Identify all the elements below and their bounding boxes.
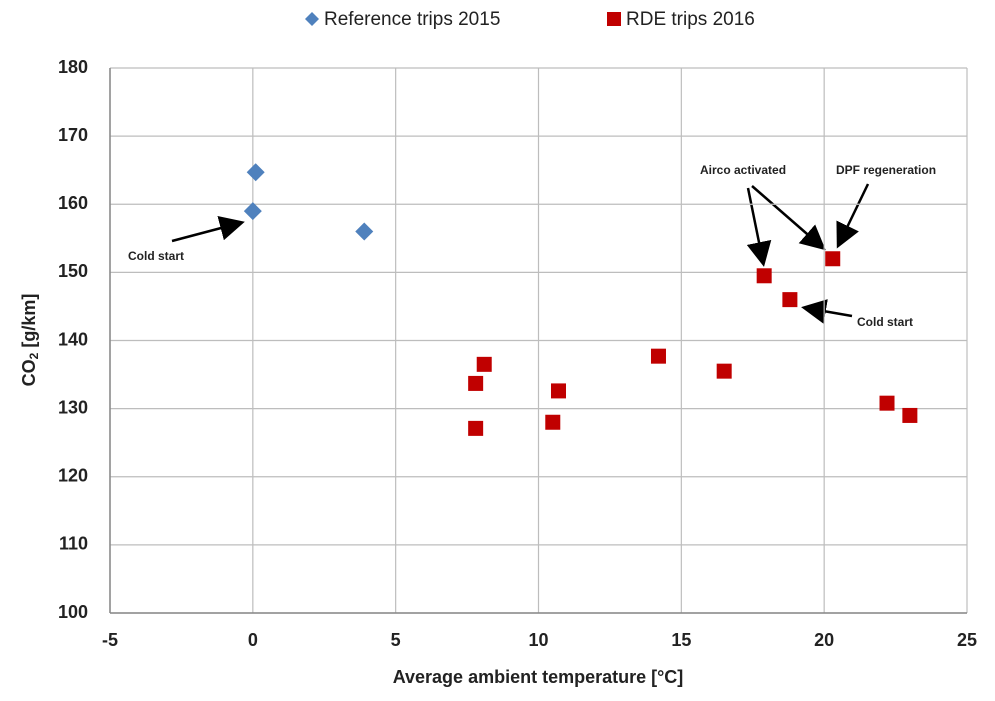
y-tick-label: 110 <box>59 534 88 554</box>
point <box>545 414 561 430</box>
y-tick-label: 140 <box>58 329 88 349</box>
point <box>782 292 798 308</box>
legend-marker <box>607 12 621 26</box>
point <box>246 163 265 182</box>
arrow <box>171 216 245 243</box>
x-tick-label: 10 <box>528 630 548 650</box>
y-tick-label: 170 <box>58 125 88 145</box>
y-tick-label: 130 <box>58 397 88 417</box>
point <box>468 420 484 436</box>
legend-label: RDE trips 2016 <box>626 9 755 30</box>
y-tick-label: 120 <box>58 466 88 486</box>
point <box>650 348 666 364</box>
x-tick-label: 20 <box>814 630 834 650</box>
point <box>825 251 841 267</box>
arrow <box>836 183 870 249</box>
annotation: Cold start <box>128 249 184 263</box>
arrow <box>746 187 772 267</box>
point <box>243 202 262 221</box>
y-axis-label: CO2 [g/km] <box>19 294 41 387</box>
point <box>902 407 918 423</box>
annotation: Cold start <box>857 315 913 329</box>
y-tick-label: 150 <box>58 261 88 281</box>
point <box>716 363 732 379</box>
y-label-sub: 2 <box>27 352 41 359</box>
point <box>756 268 772 284</box>
arrow <box>751 185 826 251</box>
x-tick-label: 0 <box>248 630 258 650</box>
x-tick-label: 25 <box>957 630 977 650</box>
annotation: DPF regeneration <box>836 163 936 177</box>
point <box>879 395 895 411</box>
point <box>355 222 374 241</box>
legend-label: Reference trips 2015 <box>324 9 500 30</box>
point <box>476 356 492 372</box>
point <box>468 375 484 391</box>
legend-marker <box>305 12 319 26</box>
y-label-unit: [g/km] <box>19 294 39 348</box>
y-tick-label: 180 <box>58 57 88 77</box>
y-tick-label: 100 <box>58 602 88 622</box>
x-tick-label: 5 <box>391 630 401 650</box>
y-tick-label: 160 <box>58 193 88 213</box>
x-axis-label: Average ambient temperature [°C] <box>393 667 684 687</box>
x-tick-label: -5 <box>102 630 118 650</box>
point <box>550 383 566 399</box>
annotation: Airco activated <box>700 163 786 177</box>
y-label-main: CO <box>19 359 39 386</box>
arrow <box>801 299 853 324</box>
x-tick-label: 15 <box>671 630 691 650</box>
